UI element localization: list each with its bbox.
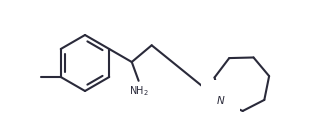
Text: N: N [217,96,225,106]
Text: NH$_2$: NH$_2$ [129,84,149,98]
